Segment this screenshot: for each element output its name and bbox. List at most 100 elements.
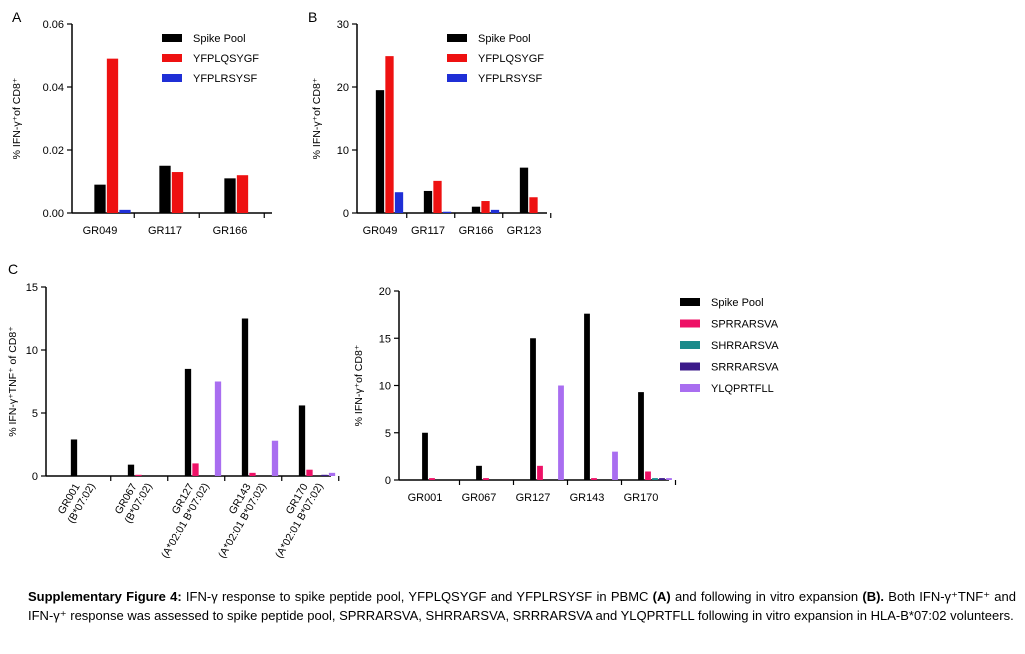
c3-ytick-label: 10 xyxy=(379,381,391,393)
c0-category-label: GR166 xyxy=(213,225,248,237)
c0-y-axis-label: % IFN-γ⁺of CD8⁺ xyxy=(11,77,23,159)
c0-bar-spike-pool-gr117 xyxy=(159,165,171,213)
c2-ytick-label: 0 xyxy=(32,471,38,483)
c2-category-label: GR143(A*02:01 B*07:02) xyxy=(205,475,269,561)
c2-category-label: GR001(B*07:02) xyxy=(54,475,98,526)
c3-legend-swatch-srrrarsva xyxy=(680,362,700,371)
c3-bar-spike-pool-gr001 xyxy=(422,432,428,480)
c1-category-label: GR123 xyxy=(507,225,542,237)
c2-y-axis-label: % IFN-γ⁺TNF⁺ of CD8⁺ xyxy=(7,326,19,437)
caption-panel-b: (B). xyxy=(862,589,885,604)
c0-category-label: GR117 xyxy=(148,225,182,237)
c0-bar-yfplqsygf-gr117 xyxy=(171,172,184,213)
c1-legend-swatch-spike-pool xyxy=(447,34,467,42)
c2-bar-ylqprtfll-gr127 xyxy=(214,381,222,476)
c1-category-label: GR117 xyxy=(411,225,445,237)
c0-ytick-label: 0.06 xyxy=(43,19,64,31)
c3-ytick-label: 5 xyxy=(385,428,391,440)
c0-bar-spike-pool-gr166 xyxy=(224,178,236,213)
c1-ytick-label: 0 xyxy=(343,208,349,220)
c1-bar-yfplqsygf-gr117 xyxy=(433,180,442,213)
c0-bar-spike-pool-gr049 xyxy=(94,184,106,213)
c3-bar-shrrarsva-gr170 xyxy=(652,478,658,480)
c3-legend-swatch-ylqprtfll xyxy=(680,384,700,392)
c3-legend-label: Spike Pool xyxy=(711,297,764,309)
c1-bar-yfplqsygf-gr123 xyxy=(529,197,538,213)
c3-bar-srrrarsva-gr170 xyxy=(659,478,665,480)
c3-bar-spike-pool-gr127 xyxy=(530,338,536,480)
c0-legend-swatch-yfplqsygf xyxy=(162,54,182,62)
c1-bar-yfplqsygf-gr166 xyxy=(481,201,490,213)
panel-label-a: A xyxy=(12,9,22,25)
c1-bar-spike-pool-gr123 xyxy=(519,167,529,213)
c0-ytick-label: 0.02 xyxy=(43,145,64,157)
c1-category-label: GR166 xyxy=(459,225,494,237)
c2-bar-spike-pool-gr067 xyxy=(127,464,135,476)
caption-text-2: and following in vitro expansion xyxy=(670,589,863,604)
c2-bar-spike-pool-gr001 xyxy=(70,439,78,476)
c1-legend-label: YFPLRSYSF xyxy=(478,73,542,85)
c2-ytick-label: 5 xyxy=(32,408,38,420)
c1-bar-spike-pool-gr049 xyxy=(375,90,385,213)
c2-category-label: GR067(B*07:02) xyxy=(111,475,155,526)
c3-category-label: GR127 xyxy=(516,492,551,504)
c3-category-label: GR143 xyxy=(570,492,605,504)
caption-label: Supplementary Figure 4: xyxy=(28,589,182,604)
c1-bar-yfplrsysf-gr049 xyxy=(394,192,404,213)
c1-legend-swatch-yfplrsysf xyxy=(447,74,467,82)
c3-bar-sprrarsva-gr001 xyxy=(429,478,435,480)
c3-legend-swatch-sprrarsva xyxy=(680,319,700,328)
c1-legend-label: YFPLQSYGF xyxy=(478,53,544,65)
c3-bar-spike-pool-gr170 xyxy=(638,392,644,480)
c1-ytick-label: 30 xyxy=(337,19,349,31)
c1-ytick-label: 20 xyxy=(337,82,349,94)
figure: A B C 0.00 0.02 0.04 0.06 % IFN-γ⁺of CD8⁺ GR049 G… xyxy=(7,9,779,561)
c0-bar-yfplqsygf-gr049 xyxy=(106,58,119,214)
c2-category-label: GR127(A*02:01 B*07:02) xyxy=(148,475,212,561)
c2-bar-sprrarsva-gr127 xyxy=(192,463,199,476)
c3-category-label: GR067 xyxy=(462,492,497,504)
c3-category-label: GR170 xyxy=(624,492,659,504)
c3-ytick-label: 15 xyxy=(379,333,391,345)
c2-bar-sprrarsva-gr143 xyxy=(249,472,256,476)
c0-bar-yfplrsysf-gr049 xyxy=(119,209,131,213)
c1-category-label: GR049 xyxy=(363,225,398,237)
c2-bar-spike-pool-gr170 xyxy=(298,405,306,476)
caption-text-1: IFN-γ response to spike peptide pool, YF… xyxy=(181,589,653,604)
figure-caption: Supplementary Figure 4: IFN-γ response t… xyxy=(28,588,1016,625)
c1-legend-label: Spike Pool xyxy=(478,33,531,45)
c3-bar-sprrarsva-gr127 xyxy=(537,465,543,480)
c3-bar-spike-pool-gr067 xyxy=(476,465,482,480)
c2-bar-sprrarsva-gr067 xyxy=(135,474,142,476)
c3-bar-ylqprtfll-gr127 xyxy=(558,385,564,480)
c3-legend-label: SHRRARSVA xyxy=(711,340,779,352)
caption-panel-a: (A) xyxy=(652,589,671,604)
c1-y-axis-label: % IFN-γ⁺of CD8⁺ xyxy=(311,77,323,159)
c0-category-label: GR049 xyxy=(83,225,118,237)
c3-bar-ylqprtfll-gr143 xyxy=(612,451,618,480)
panel-label-b: B xyxy=(308,9,317,25)
c1-bar-yfplrsysf-gr166 xyxy=(490,209,500,213)
c3-bar-sprrarsva-gr143 xyxy=(591,478,597,480)
c2-category-label: GR170(A*02:01 B*07:02) xyxy=(262,475,326,561)
c2-bar-sprrarsva-gr170 xyxy=(306,469,313,476)
c2-ytick-label: 10 xyxy=(26,345,38,357)
c2-bar-ylqprtfll-gr143 xyxy=(271,440,279,476)
c0-legend-label: YFPLQSYGF xyxy=(193,53,259,65)
c3-bar-ylqprtfll-gr170 xyxy=(666,478,672,480)
c3-bar-spike-pool-gr143 xyxy=(584,313,590,480)
c2-bar-spike-pool-gr143 xyxy=(241,318,249,476)
c0-bar-yfplqsygf-gr166 xyxy=(236,175,249,213)
c3-bar-sprrarsva-gr170 xyxy=(645,471,651,480)
c0-ytick-label: 0.04 xyxy=(43,82,64,94)
c1-bar-spike-pool-gr117 xyxy=(423,190,433,213)
c3-category-label: GR001 xyxy=(408,492,443,504)
c0-legend-swatch-yfplrsysf xyxy=(162,74,182,82)
panel-label-c: C xyxy=(8,261,18,277)
c0-legend-swatch-spike-pool xyxy=(162,34,182,42)
c1-bar-yfplqsygf-gr049 xyxy=(385,56,394,213)
c0-legend-label: YFPLRSYSF xyxy=(193,73,257,85)
c2-bar-srrrarsva-gr170 xyxy=(321,474,328,476)
c2-bar-ylqprtfll-gr170 xyxy=(328,472,336,476)
c1-ytick-label: 10 xyxy=(337,145,349,157)
